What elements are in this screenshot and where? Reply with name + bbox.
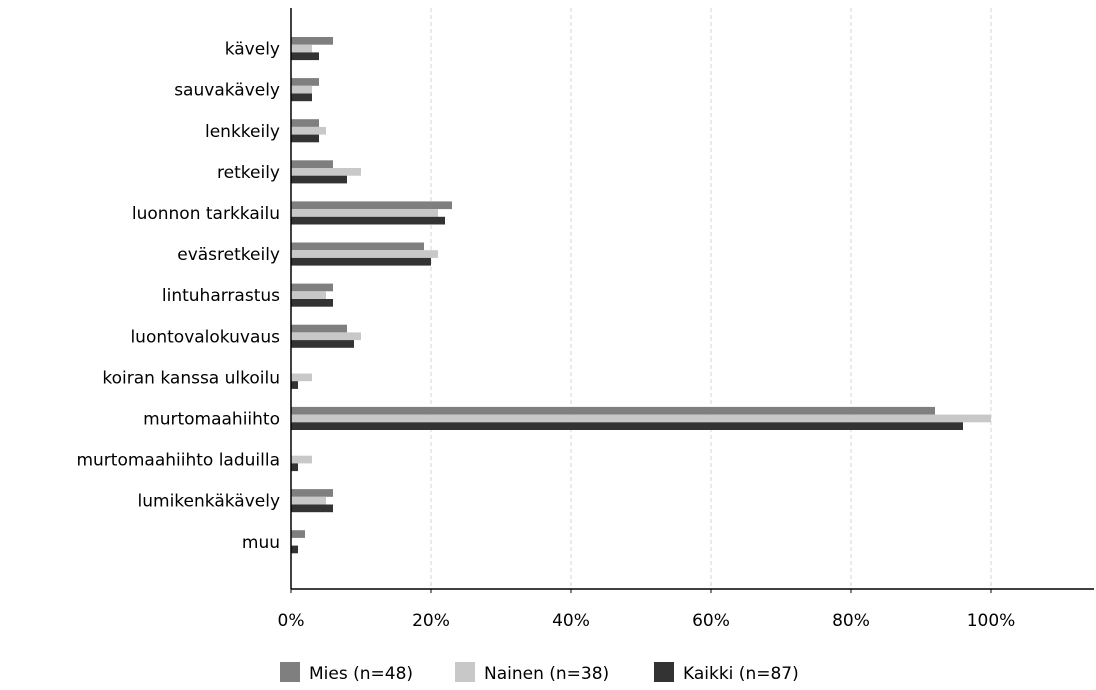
category-label-5: eväsretkeily	[177, 245, 280, 265]
bar-1-1	[291, 85, 312, 94]
category-label-12: muu	[242, 533, 280, 553]
bar-6-2	[291, 299, 333, 307]
category-label-0: kävely	[225, 40, 280, 60]
bar-1-2	[291, 93, 312, 102]
legend-label-2: Kaikki (n=87)	[683, 664, 799, 684]
category-label-7: luontovalokuvaus	[130, 327, 280, 347]
bar-12-0	[291, 530, 305, 538]
bar-3-0	[291, 160, 333, 168]
bar-0-0	[291, 37, 333, 45]
category-label-2: lenkkeily	[205, 122, 280, 142]
bar-11-0	[291, 489, 333, 497]
legend-swatch-2	[654, 662, 674, 682]
x-tick-labels: 0% 20% 40% 60% 80% 100%	[278, 611, 1016, 631]
x-tick-label-0: 0%	[278, 611, 305, 631]
bar-11-1	[291, 496, 326, 505]
bar-9-1	[291, 414, 991, 423]
bar-10-1	[291, 455, 312, 464]
category-label-1: sauvakävely	[174, 81, 280, 101]
bar-2-2	[291, 134, 319, 143]
bar-7-1	[291, 332, 361, 341]
bar-3-2	[291, 175, 347, 184]
legend-label-0: Mies (n=48)	[309, 664, 413, 684]
bar-9-2	[291, 422, 963, 430]
legend-swatch-1	[455, 662, 475, 682]
category-label-10: murtomaahiihto laduilla	[76, 451, 280, 471]
x-tick-label-5: 100%	[967, 611, 1016, 631]
bar-5-2	[291, 257, 431, 266]
legend-swatch-0	[280, 662, 300, 682]
bar-6-1	[291, 291, 326, 299]
bar-1-0	[291, 78, 319, 86]
category-label-6: lintuharrastus	[162, 286, 280, 306]
bar-12-2	[291, 545, 298, 554]
category-label-9: murtomaahiihto	[143, 409, 280, 429]
bar-0-1	[291, 44, 312, 53]
bar-8-1	[291, 373, 312, 382]
bar-2-0	[291, 119, 319, 127]
bar-4-1	[291, 209, 438, 217]
x-tick-label-1: 20%	[412, 611, 450, 631]
category-label-8: koiran kanssa ulkoilu	[102, 368, 280, 388]
bar-4-2	[291, 216, 445, 225]
bars	[291, 37, 991, 554]
bar-9-0	[291, 406, 935, 415]
bar-6-0	[291, 283, 333, 292]
category-label-4: luonnon tarkkailu	[132, 204, 280, 224]
bar-4-0	[291, 201, 452, 210]
legend: Mies (n=48) Nainen (n=38) Kaikki (n=87)	[280, 662, 799, 684]
bar-11-2	[291, 504, 333, 513]
axes	[290, 8, 1094, 593]
bar-0-2	[291, 52, 319, 61]
bar-10-2	[291, 463, 298, 472]
bar-7-0	[291, 324, 347, 333]
bar-5-0	[291, 242, 424, 251]
bar-8-2	[291, 381, 298, 389]
bar-7-2	[291, 340, 354, 348]
x-tick-label-2: 40%	[552, 611, 590, 631]
legend-label-1: Nainen (n=38)	[484, 664, 609, 684]
gridlines	[430, 8, 992, 589]
category-label-3: retkeily	[217, 163, 280, 183]
category-label-11: lumikenkäkävely	[138, 492, 280, 512]
bar-2-1	[291, 126, 326, 135]
bar-5-1	[291, 250, 438, 258]
x-tick-label-3: 60%	[692, 611, 730, 631]
bar-3-1	[291, 168, 361, 176]
x-tick-label-4: 80%	[832, 611, 870, 631]
category-labels: kävely sauvakävely lenkkeily retkeily luonno…	[76, 40, 280, 553]
